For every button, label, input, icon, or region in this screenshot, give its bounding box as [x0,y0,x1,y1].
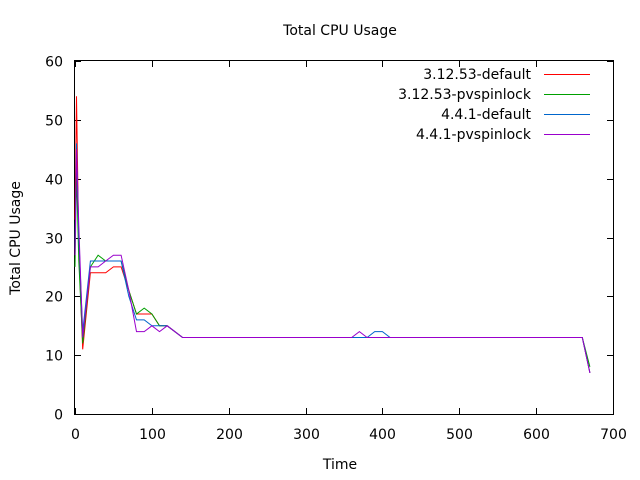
x-tick-label: 0 [71,427,80,443]
legend-label: 3.12.53-pvspinlock [398,87,532,103]
series-lines [74,96,591,373]
x-axis-label: Time [322,457,357,473]
y-tick-label: 20 [45,290,63,306]
plot-frame [74,60,614,415]
chart-title: Total CPU Usage [282,23,397,39]
legend-label: 3.12.53-default [423,67,531,83]
x-tick-label: 100 [139,427,166,443]
series-line-2 [74,143,591,373]
y-tick-label: 60 [45,55,63,71]
x-tick-label: 500 [446,427,473,443]
x-tick-label: 400 [369,427,396,443]
x-tick-label: 700 [600,427,627,443]
y-axis-label: Total CPU Usage [8,181,24,296]
x-tick-label: 200 [216,427,243,443]
legend: 3.12.53-default 3.12.53-pvspinlock 4.4.1-d… [398,67,590,143]
x-axis: 0 100 200 300 400 500 600 700 [71,61,627,443]
y-tick-label: 50 [45,114,63,130]
y-tick-label: 0 [54,408,63,424]
y-tick-label: 40 [45,173,63,189]
legend-label: 4.4.1-default [441,107,531,123]
x-tick-label: 300 [293,427,320,443]
y-tick-label: 30 [45,232,63,248]
y-tick-label: 10 [45,349,63,365]
legend-label: 4.4.1-pvspinlock [416,127,532,143]
series-line-3 [74,149,591,373]
x-tick-label: 600 [523,427,550,443]
plot-area [74,60,614,415]
